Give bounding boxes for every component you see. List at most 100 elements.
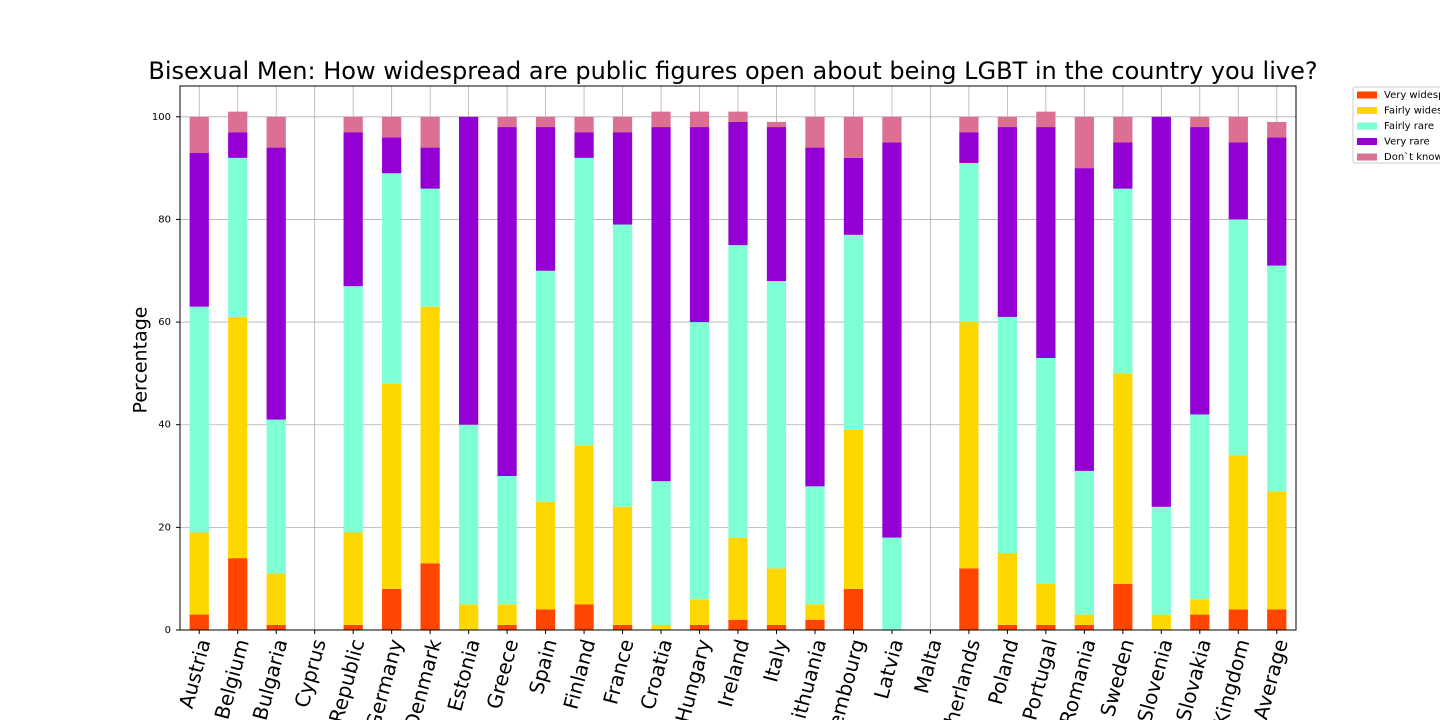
y-axis-label: Percentage [130, 307, 152, 414]
bar-segment [1190, 116, 1210, 128]
bar-segment [497, 604, 517, 625]
plot-frame [179, 85, 1297, 631]
bar-segment [228, 132, 248, 158]
x-tick-label: Portugal [1017, 637, 1062, 720]
bar-segment [1228, 219, 1248, 456]
bar-segment [612, 506, 633, 625]
legend-swatch [1357, 91, 1377, 99]
y-tick-label: 20 [158, 522, 171, 533]
bar-segment [1228, 142, 1248, 220]
bar-segment [843, 429, 864, 589]
bar-segment [959, 132, 979, 163]
bar-segment [651, 111, 671, 128]
bar-segment [959, 162, 979, 323]
legend-label: Don`t know [1384, 151, 1440, 163]
bar-segment [189, 116, 209, 153]
bar-segment [1151, 116, 1171, 507]
bar-segment [1190, 127, 1210, 415]
bar-segment [420, 147, 440, 189]
bar-segment [1074, 470, 1094, 615]
bar-segment [1113, 116, 1133, 143]
bar-segment [382, 588, 402, 630]
bar-segment [1036, 624, 1056, 630]
x-tick-label: Germany [361, 636, 408, 720]
bar-segment [189, 306, 209, 533]
x-tick-label: Spain [524, 637, 562, 697]
bar-segment [766, 568, 787, 625]
x-tick-label: Lithuania [784, 637, 831, 720]
x-tick-label: Greece [482, 637, 524, 712]
x-tick-label: Ireland [713, 637, 754, 710]
bar-segment [189, 152, 209, 307]
bar-segment [228, 316, 248, 559]
bar-segment [1036, 127, 1056, 358]
x-tick-label: Poland [983, 637, 1023, 708]
bar-segment [689, 111, 710, 128]
bar-segment [1036, 111, 1056, 128]
bar-segment [997, 624, 1017, 630]
bar-segment [1074, 614, 1094, 625]
bar-segment [805, 619, 825, 630]
bar-segment [1113, 142, 1133, 189]
bar-segment [766, 281, 787, 569]
bar-segment [574, 604, 594, 630]
bar-segment [882, 537, 902, 630]
legend-swatch [1357, 138, 1377, 145]
bar-segment [959, 568, 979, 630]
bar-segment [997, 316, 1017, 554]
bar-segment [1267, 265, 1287, 492]
bar-segment [228, 157, 248, 317]
bar-segment [1036, 358, 1056, 584]
x-tick-label: Bulgaria [248, 637, 293, 720]
x-tick-label: Average [1248, 637, 1292, 720]
x-tick-label: Belgium [209, 637, 253, 720]
bar-segment [574, 445, 594, 605]
bar-segment [843, 234, 864, 430]
x-tick-label: Finland [559, 637, 601, 712]
y-tick-label: 40 [158, 420, 171, 431]
bar-segment [612, 116, 633, 133]
x-tick-label: Latvia [869, 637, 908, 702]
bar-segment [882, 116, 902, 143]
bar-segment [651, 624, 671, 630]
bar-segment [843, 157, 864, 235]
bar-segment [728, 121, 748, 246]
bar-segment [497, 127, 517, 477]
bar-segment [535, 116, 556, 128]
bar-segment [766, 121, 787, 128]
bar-segment [805, 486, 825, 605]
bar-segment [805, 116, 825, 148]
x-tick-label: Austria [174, 637, 215, 711]
bar-segment [843, 116, 864, 158]
bar-segment [805, 147, 825, 487]
y-tick-label: 80 [158, 214, 171, 225]
bar-segment [343, 532, 363, 625]
bar-segment [689, 599, 710, 625]
bar-segment [420, 306, 440, 564]
bar-segment [1074, 168, 1094, 471]
x-tick-label: Malta [909, 637, 946, 697]
bar-segment [266, 419, 286, 574]
bar-segment [343, 286, 363, 533]
x-tick-label: France [598, 637, 638, 707]
bar-segment [497, 116, 517, 128]
bar-segment [689, 127, 710, 323]
x-tick-label: Italy [758, 636, 792, 684]
bar-segment [382, 137, 402, 174]
bar-segment [612, 624, 633, 630]
x-tick-label: Croatia [635, 637, 677, 713]
bar-segment [1074, 116, 1094, 169]
bar-segment [1190, 614, 1210, 630]
chart-title: Bisexual Men: How widespread are public … [148, 57, 1317, 85]
bar-segment [266, 573, 286, 625]
bar-segment [189, 614, 209, 630]
legend-label: Fairly widespread [1384, 106, 1440, 117]
bar-segment [382, 116, 402, 138]
bar-segment [728, 537, 748, 620]
bar-segment [1074, 624, 1094, 630]
bar-segment [612, 224, 633, 507]
bar-segment [843, 588, 864, 630]
x-tick-label: Estonia [443, 637, 485, 714]
bar-segment [882, 142, 902, 538]
